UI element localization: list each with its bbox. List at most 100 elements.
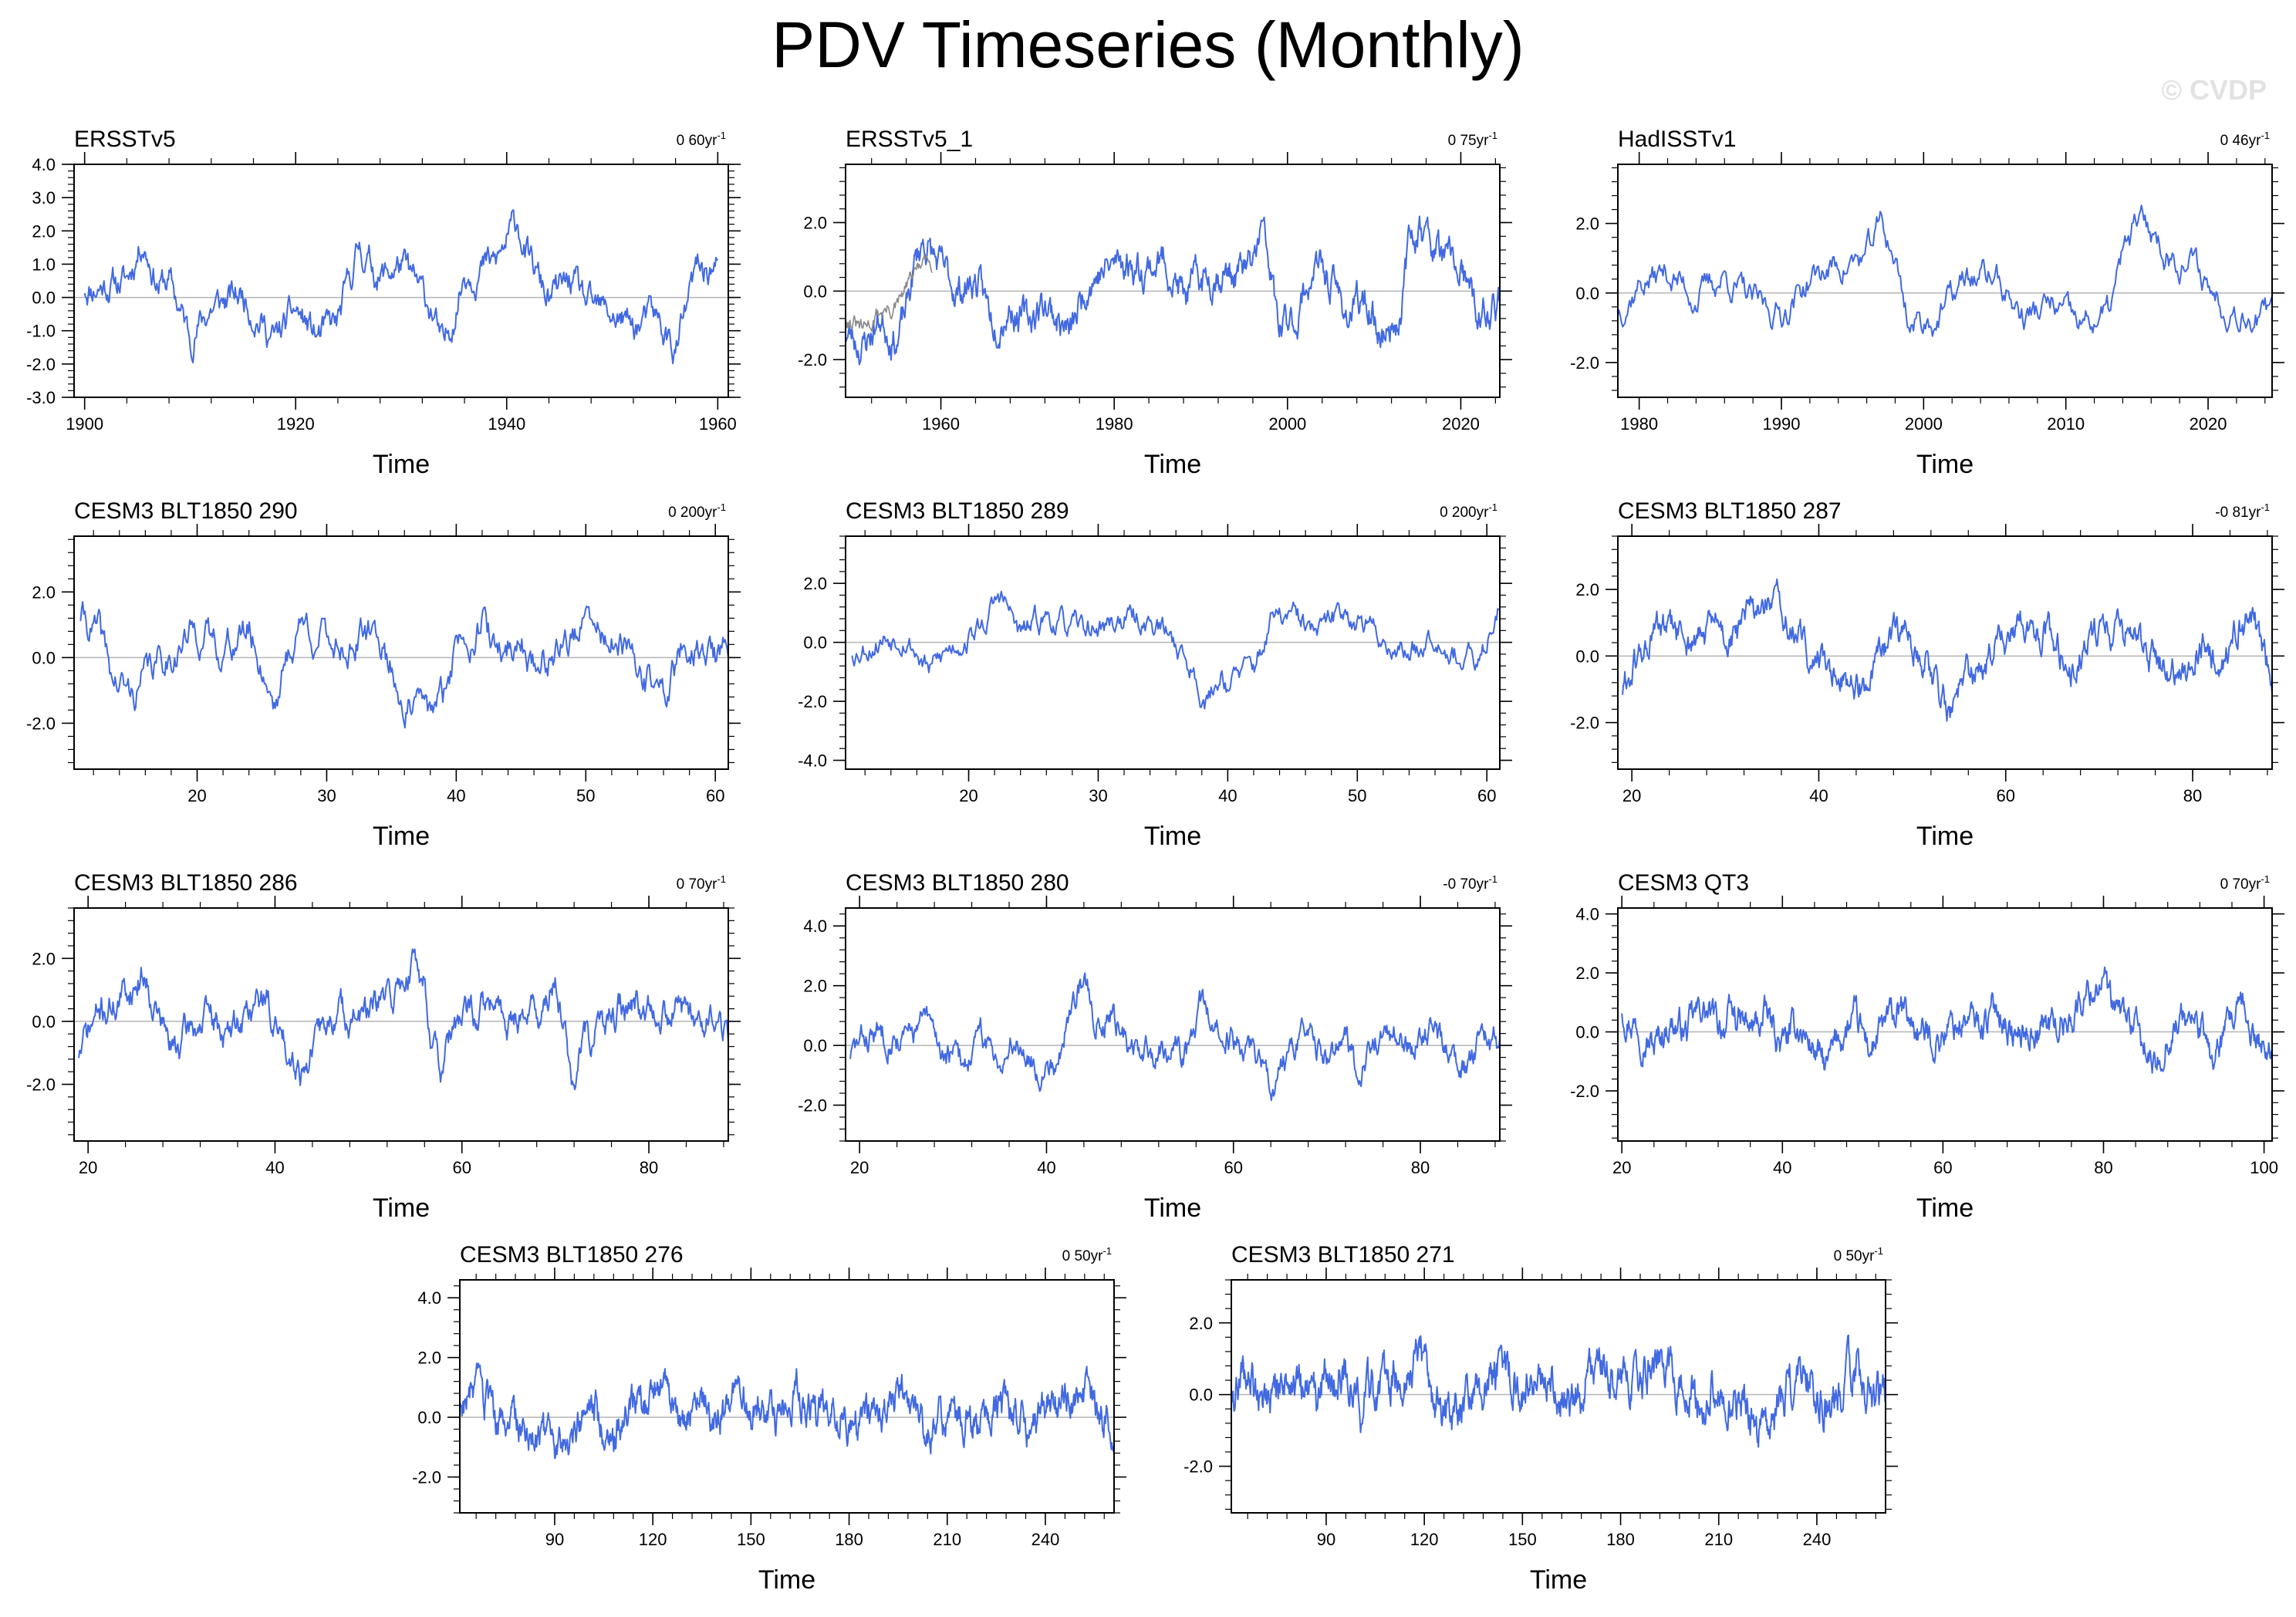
- x-axis-label: Time: [1530, 1565, 1587, 1595]
- y-tick-label: -2.0: [1570, 1082, 1599, 1101]
- trend-label: 0 70yr-1: [2220, 873, 2270, 893]
- panel-10: CESM3 BLT1850 276 0 50yr-1 90 120 150 180 210 2…: [412, 1242, 1126, 1595]
- y-tick-label: -2.0: [1570, 353, 1599, 373]
- x-tick-label: 1960: [699, 414, 737, 434]
- figure-title: PDV Timeseries (Monthly): [772, 8, 1524, 81]
- series-line: [83, 209, 719, 365]
- x-tick-label: 40: [1809, 786, 1828, 805]
- y-tick-label: -2.0: [1183, 1457, 1213, 1477]
- x-tick-label: 20: [187, 786, 206, 805]
- x-tick-label: 1900: [66, 414, 103, 434]
- series-line: [1618, 204, 2272, 337]
- x-tick-label: 20: [1612, 1158, 1631, 1177]
- y-tick-label: -2.0: [798, 692, 827, 711]
- y-tick-label: -2.0: [1570, 714, 1599, 733]
- trend-value: 0 70yr: [2220, 876, 2261, 893]
- x-tick-label: 20: [850, 1158, 869, 1177]
- plot-frame: [845, 907, 1501, 1142]
- y-tick-label: 0.0: [803, 633, 827, 653]
- panel-11: CESM3 BLT1850 271 0 50yr-1 90 120 150 180 210 2…: [1183, 1242, 1898, 1595]
- y-tick-label: 4.0: [32, 155, 56, 174]
- x-axis-label: Time: [373, 1193, 430, 1223]
- x-tick-label: 60: [1477, 786, 1496, 805]
- plot-frame: [845, 535, 1501, 770]
- trend-value: -0 70yr: [1443, 876, 1489, 893]
- x-tick-label: 60: [453, 1158, 471, 1177]
- panel-title: CESM3 BLT1850 276: [460, 1242, 684, 1268]
- x-tick-label: 2020: [1442, 414, 1480, 434]
- trend-label: -0 81yr-1: [2215, 501, 2270, 521]
- y-tick-label: 0.0: [417, 1408, 441, 1427]
- trend-value: -0 81yr: [2215, 505, 2261, 521]
- series-line: [851, 590, 1500, 710]
- y-tick-label: -2.0: [798, 1096, 827, 1116]
- x-tick-label: 180: [835, 1530, 863, 1549]
- x-axis-label: Time: [1916, 822, 1974, 851]
- x-tick-label: 1990: [1763, 414, 1801, 434]
- x-tick-label: 1920: [277, 414, 315, 434]
- trend-label: -0 70yr-1: [1443, 873, 1497, 893]
- x-tick-label: 60: [1997, 786, 2015, 805]
- plot-frame: [1617, 907, 2273, 1142]
- y-tick-label: 3.0: [32, 188, 56, 208]
- x-tick-label: 100: [2250, 1158, 2278, 1177]
- x-axis-label: Time: [373, 450, 430, 479]
- x-tick-label: 1940: [488, 414, 525, 434]
- x-axis-label: Time: [1916, 1193, 1974, 1223]
- y-tick-label: 1.0: [32, 255, 56, 274]
- trend-exponent: -1: [2261, 873, 2270, 885]
- x-tick-label: 1980: [1096, 414, 1133, 434]
- plot-frame: [73, 164, 729, 398]
- panel-8: CESM3 BLT1850 280 -0 70yr-1 20 40 60 80 -2.0 0.…: [798, 870, 1512, 1223]
- panel-title: CESM3 BLT1850 287: [1618, 498, 1842, 524]
- trend-value: 0 46yr: [2220, 133, 2261, 149]
- series-line: [1621, 966, 2272, 1074]
- y-tick-label: -4.0: [798, 751, 827, 771]
- x-tick-label: 210: [1704, 1530, 1733, 1549]
- x-tick-label: 50: [576, 786, 595, 805]
- x-tick-label: 240: [1032, 1530, 1060, 1549]
- series-line: [1231, 1334, 1886, 1448]
- trend-exponent: -1: [717, 501, 726, 513]
- panel-title: CESM3 BLT1850 290: [74, 498, 298, 524]
- x-tick-label: 20: [79, 1158, 97, 1177]
- panel-2: ERSSTv5_1 0 75yr-1 1960 1980 2000 2020 -2.0 0.0…: [798, 127, 1512, 479]
- trend-label: 0 60yr-1: [677, 130, 726, 149]
- panel-5: CESM3 BLT1850 289 0 200yr-1 20 30 40 50 60 -4.0…: [798, 498, 1512, 851]
- panel-9: CESM3 QT3 0 70yr-1 20 40 60 80 100 -2.0 0.0 2.0 4.…: [1570, 870, 2284, 1223]
- x-tick-label: 60: [706, 786, 724, 805]
- plot-frame: [845, 164, 1501, 398]
- y-tick-label: 4.0: [803, 917, 827, 936]
- y-tick-label: 2.0: [803, 214, 827, 233]
- trend-value: 0 50yr: [1062, 1248, 1103, 1264]
- x-tick-label: 20: [959, 786, 977, 805]
- y-tick-label: 2.0: [32, 582, 56, 602]
- panel-6: CESM3 BLT1850 287 -0 81yr-1 20 40 60 80 -2.0 0.…: [1570, 498, 2284, 851]
- cvdp-watermark: © CVDP: [2161, 74, 2267, 106]
- trend-exponent: -1: [1488, 873, 1497, 885]
- trend-value: 0 50yr: [1834, 1248, 1875, 1264]
- x-tick-label: 120: [1410, 1530, 1439, 1549]
- x-tick-label: 20: [1622, 786, 1641, 805]
- series-line: [849, 972, 1500, 1102]
- y-tick-label: 2.0: [417, 1349, 441, 1368]
- series-line: [78, 948, 728, 1091]
- x-axis-label: Time: [1144, 822, 1201, 851]
- series-line: [460, 1362, 1114, 1460]
- plot-frame: [73, 535, 729, 770]
- x-tick-label: 1980: [1620, 414, 1658, 434]
- y-tick-label: -2.0: [798, 350, 827, 370]
- panel-7: CESM3 BLT1850 286 0 70yr-1 20 40 60 80 -2.0 0.0…: [26, 870, 741, 1223]
- y-tick-label: 0.0: [1189, 1386, 1213, 1405]
- x-tick-label: 2020: [2190, 414, 2227, 434]
- panel-1: ERSSTv5 0 60yr-1 1900 1920 1940 1960 -3.0 -2.0 -…: [26, 127, 741, 479]
- y-tick-label: -2.0: [412, 1468, 441, 1487]
- trend-exponent: -1: [2261, 501, 2270, 513]
- x-tick-label: 30: [1089, 786, 1107, 805]
- y-tick-label: 0.0: [1575, 1023, 1599, 1042]
- trend-label: 0 50yr-1: [1062, 1245, 1112, 1264]
- x-axis-label: Time: [1916, 450, 1974, 479]
- trend-value: 0 70yr: [677, 876, 718, 893]
- x-tick-label: 40: [1037, 1158, 1055, 1177]
- y-tick-label: 2.0: [32, 949, 56, 968]
